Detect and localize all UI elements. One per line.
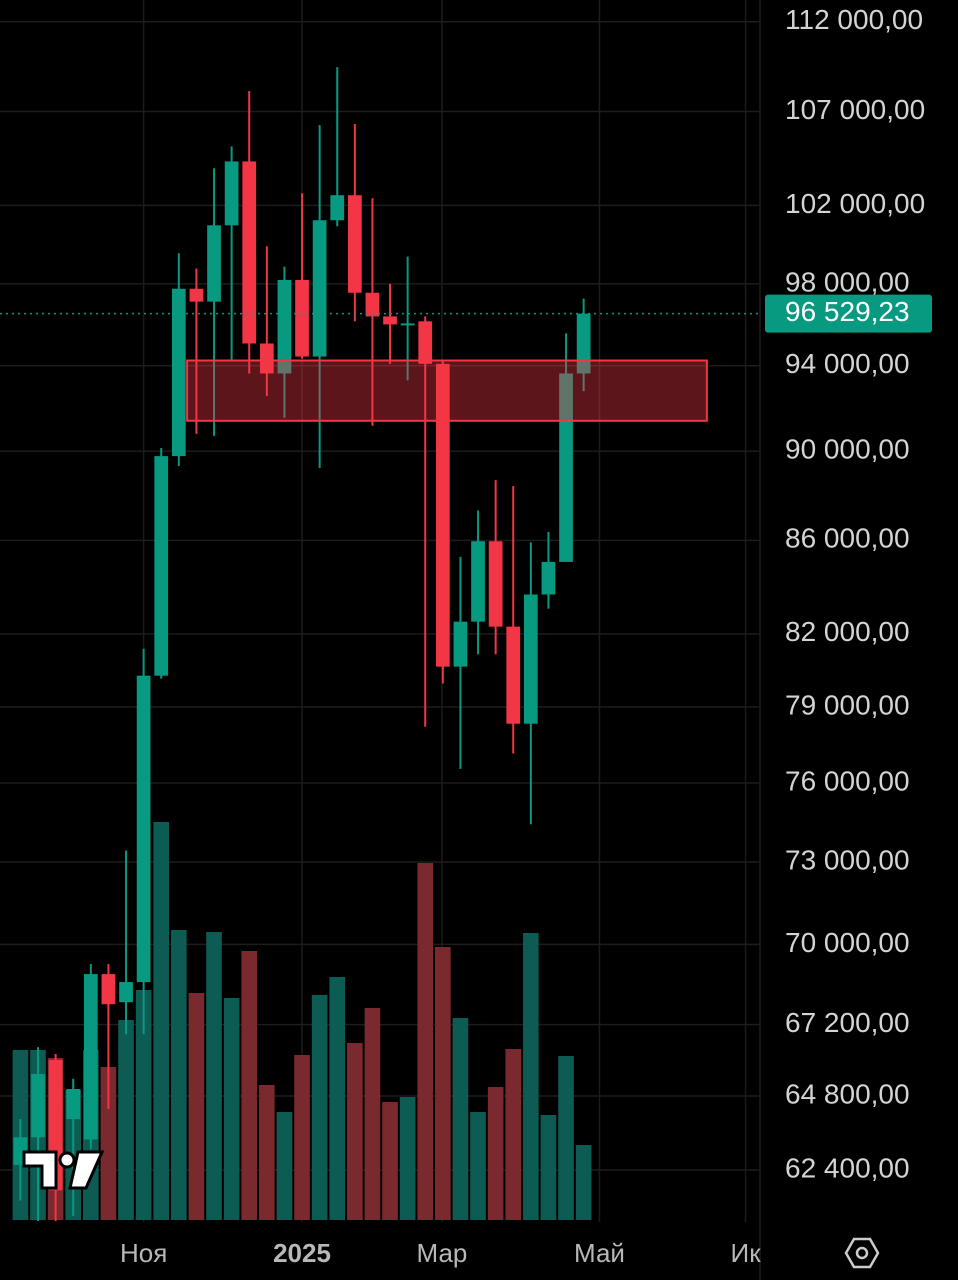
candle-body (541, 561, 556, 595)
candle-body (506, 626, 521, 724)
candle-body (347, 195, 362, 293)
candle-body (453, 621, 468, 667)
volume-bar (452, 1018, 469, 1220)
x-tick-label: Ик (731, 1238, 762, 1268)
y-tick-label: 76 000,00 (785, 765, 910, 796)
candle-body (365, 292, 380, 317)
volume-bar (347, 1043, 363, 1220)
candle-body (523, 594, 538, 724)
volume-bar (523, 933, 539, 1220)
x-tick-label: Ноя (120, 1238, 167, 1268)
candle-body (488, 541, 503, 627)
volume-bar (575, 1145, 592, 1220)
candle-body (259, 343, 274, 374)
candle-body (400, 323, 415, 326)
volume-bar (435, 947, 451, 1220)
volume-bar (487, 1087, 504, 1220)
y-tick-label: 67 200,00 (785, 1007, 910, 1038)
candle-body (171, 288, 186, 457)
candle-body (418, 321, 433, 364)
candle-body (31, 1073, 45, 1138)
candle-body (383, 316, 397, 325)
candle-body (136, 675, 151, 983)
volume-bar (223, 998, 240, 1220)
candle-body (66, 1088, 81, 1120)
candle-body (435, 363, 450, 667)
candle-body (471, 541, 485, 622)
volume-bar (135, 990, 152, 1220)
volume-bar (470, 1112, 486, 1220)
logo (22, 1150, 105, 1190)
volume-bar (241, 951, 258, 1220)
volume-bar (188, 993, 205, 1220)
candle-body (224, 161, 239, 226)
volume-bar (311, 995, 328, 1220)
candle-body (295, 279, 309, 357)
candle-body (207, 225, 221, 302)
y-tick-label: 86 000,00 (785, 523, 910, 554)
candle-body (242, 161, 257, 344)
candles (13, 67, 591, 1222)
volume-bar (171, 930, 187, 1220)
volume-bar (417, 863, 434, 1220)
volume-bar (100, 1067, 117, 1220)
volume-bar (259, 1085, 275, 1220)
y-tick-label: 102 000,00 (785, 188, 925, 219)
volume-bar (329, 977, 346, 1220)
overlay (0, 312, 760, 422)
candle-body (312, 220, 327, 357)
y-tick-label: 79 000,00 (785, 689, 910, 720)
y-tick-label: 107 000,00 (785, 94, 925, 125)
y-tick-label: 112 000,00 (785, 4, 923, 35)
y-tick-label: 64 800,00 (785, 1078, 910, 1109)
y-tick-label: 62 400,00 (785, 1152, 910, 1183)
volume-bar (118, 1020, 134, 1220)
last-price-label: 96 529,23 (785, 296, 910, 327)
volume-bar (206, 932, 222, 1220)
x-tick-label: Май (574, 1238, 625, 1268)
candle-body (101, 974, 116, 1005)
candle-body (576, 313, 591, 374)
candle-body (154, 456, 169, 676)
y-tick-label: 70 000,00 (785, 927, 910, 958)
volume-bar (276, 1112, 293, 1220)
y-tick-label: 82 000,00 (785, 616, 910, 647)
y-tick-label: 90 000,00 (785, 433, 910, 464)
volume-bar (540, 1115, 557, 1220)
candle-body (119, 982, 133, 1003)
volume-bar (558, 1056, 574, 1220)
candle-body (277, 279, 292, 374)
x-tick-label: 2025 (273, 1238, 331, 1268)
y-tick-label: 73 000,00 (785, 844, 910, 875)
candle-body (189, 288, 204, 302)
price-zone (186, 359, 708, 422)
volume-bar (364, 1008, 381, 1220)
volume-bar (382, 1102, 398, 1220)
y-tick-label: 98 000,00 (785, 266, 910, 297)
x-tick-label: Мар (417, 1238, 468, 1268)
last-price-box (765, 294, 932, 333)
volume-bar (399, 1097, 416, 1220)
volume-bar (505, 1049, 522, 1220)
volume-bar (294, 1055, 310, 1220)
candle-body (83, 974, 98, 1140)
candle-body (330, 195, 345, 221)
settings-icon[interactable] (844, 1237, 880, 1269)
y-tick-label: 94 000,00 (785, 348, 910, 379)
volume-bar (153, 822, 170, 1220)
